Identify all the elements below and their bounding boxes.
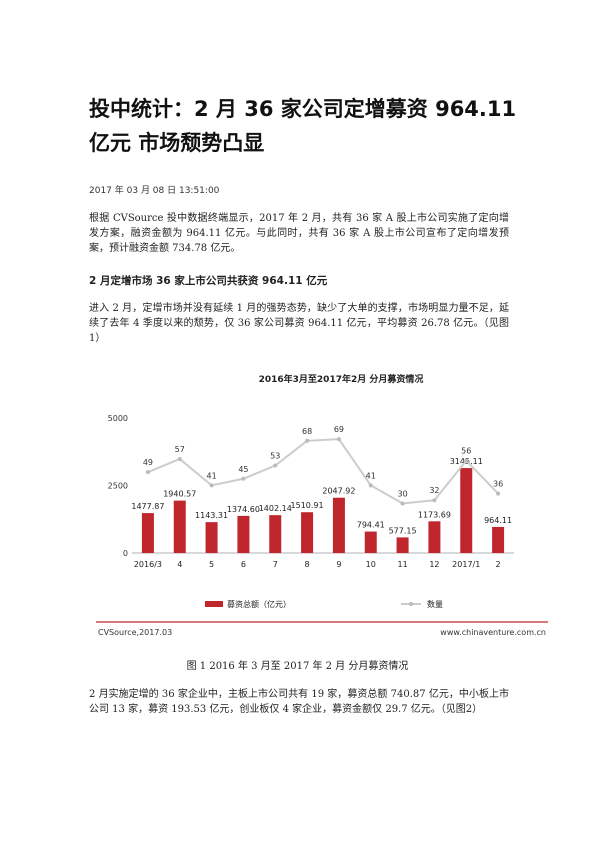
bar-1 — [173, 500, 186, 553]
count-label-4: 53 — [270, 452, 280, 461]
bar-4 — [269, 515, 282, 553]
legend-label-bar: 募资总额（亿元） — [227, 599, 291, 609]
count-point-8 — [400, 501, 405, 506]
bar-label-3: 1374.60 — [227, 505, 260, 514]
count-label-2: 41 — [206, 471, 216, 480]
count-point-2 — [209, 483, 214, 488]
x-tick-label-8: 11 — [397, 560, 407, 569]
count-point-10 — [464, 458, 469, 463]
paragraph-february: 进入 2 月，定增市场并没有延续 1 月的强势态势，缺少了大单的支撑，市场明显力… — [89, 303, 509, 344]
x-tick-label-0: 2016/3 — [134, 560, 162, 569]
count-point-9 — [432, 498, 437, 503]
bar-label-6: 2047.92 — [322, 487, 355, 496]
bar-8 — [396, 537, 409, 553]
x-tick-label-1: 4 — [177, 560, 182, 569]
x-tick-label-2: 5 — [209, 560, 214, 569]
x-tick-label-10: 2017/1 — [452, 560, 480, 569]
figure-caption: 图 1 2016 年 3 月至 2017 年 2 月 分月募资情况 — [186, 661, 409, 672]
x-tick-label-5: 8 — [305, 560, 310, 569]
y-tick-label: 2500 — [108, 482, 128, 491]
x-tick-label-6: 9 — [336, 560, 341, 569]
bar-5 — [301, 512, 314, 553]
count-point-6 — [336, 437, 341, 442]
x-tick-label-9: 12 — [429, 560, 439, 569]
x-tick-label-3: 6 — [241, 560, 246, 569]
count-line — [147, 438, 499, 505]
fundraising-chart: 2016年3月至2017年2月 分月募资情况 0 2500 5000 1477.87… — [96, 364, 548, 646]
chart-title: 2016年3月至2017年2月 分月募资情况 — [259, 373, 424, 385]
section-heading: 2 月定增市场 36 家上市公司共获资 964.11 亿元 — [89, 275, 328, 287]
bar-0 — [141, 513, 154, 553]
bar-label-5: 1510.91 — [291, 501, 324, 510]
count-label-8: 30 — [397, 490, 407, 499]
count-point-11 — [496, 491, 501, 496]
bar-3 — [237, 515, 250, 553]
bar-label-11: 964.11 — [484, 516, 512, 525]
count-label-1: 57 — [175, 445, 185, 454]
bar-label-9: 1173.69 — [418, 510, 451, 519]
bar-7 — [364, 531, 377, 553]
source-left: CVSource,2017.03 — [98, 628, 172, 637]
bar-label-4: 1402.14 — [259, 504, 292, 513]
count-label-11: 36 — [493, 480, 503, 489]
paragraph-boards: 2 月实施定增的 36 家企业中，主板上市公司共有 19 家，募资总额 740.… — [89, 689, 509, 715]
count-point-7 — [368, 483, 373, 488]
bar-6 — [332, 497, 345, 553]
legend-marker-line — [409, 602, 413, 606]
bar-label-1: 1940.57 — [163, 490, 196, 499]
count-label-7: 41 — [366, 471, 376, 480]
count-label-10: 56 — [461, 447, 471, 456]
bar-2 — [205, 522, 218, 553]
article-title: 投中统计：2 月 36 家公司定增募资 964.11 亿元 市场颓势凸显 — [89, 97, 517, 155]
x-tick-label-4: 7 — [273, 560, 278, 569]
legend-swatch-bar — [205, 601, 223, 607]
count-point-1 — [177, 456, 182, 461]
bar-10 — [460, 468, 473, 553]
y-tick-label: 0 — [123, 549, 128, 558]
x-tick-label-7: 10 — [366, 560, 376, 569]
bar-label-7: 794.41 — [357, 521, 385, 530]
publish-date: 2017 年 03 月 08 日 13:51:00 — [89, 186, 220, 196]
bar-9 — [428, 521, 441, 553]
count-label-5: 68 — [302, 427, 312, 436]
x-tick-label-11: 2 — [496, 560, 501, 569]
source-right: www.chinaventure.com.cn — [440, 628, 546, 637]
bar-label-8: 577.15 — [389, 526, 417, 535]
count-label-9: 32 — [429, 486, 439, 495]
count-label-3: 45 — [238, 465, 248, 474]
count-point-0 — [145, 470, 150, 475]
bar-11 — [492, 526, 505, 553]
paragraph-intro: 根据 CVSource 投中数据终端显示，2017 年 2 月，共有 36 家 … — [89, 213, 509, 254]
count-point-5 — [305, 438, 310, 443]
count-point-4 — [273, 463, 278, 468]
count-point-3 — [241, 476, 246, 481]
count-label-0: 49 — [143, 458, 153, 467]
count-label-6: 69 — [334, 425, 344, 434]
y-tick-label: 5000 — [108, 414, 128, 423]
bar-label-0: 1477.87 — [131, 502, 164, 511]
bar-label-2: 1143.31 — [195, 511, 228, 520]
legend-label-line: 数量 — [427, 599, 443, 609]
